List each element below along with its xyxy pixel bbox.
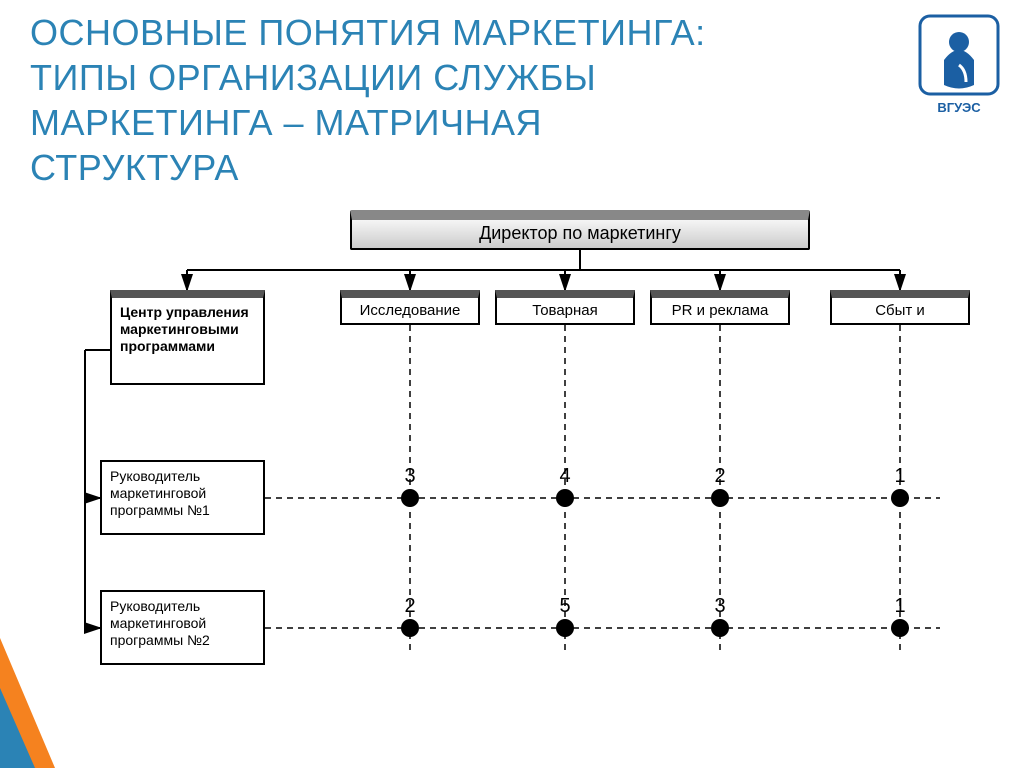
func-box-research: Исследование [340,290,480,325]
title-line-3: МАРКЕТИНГА – МАТРИЧНАЯ [30,102,542,143]
matrix-value: 3 [404,465,415,488]
matrix-value: 5 [559,595,570,618]
matrix-value: 1 [894,465,905,488]
title-line-2: ТИПЫ ОРГАНИЗАЦИИ СЛУЖБЫ [30,57,596,98]
logo-text: ВГУЭС [937,100,981,115]
matrix-value: 2 [714,465,725,488]
matrix-value: 3 [714,595,725,618]
func-box-pr: PR и реклама [650,290,790,325]
matrix-value: 4 [559,465,570,488]
func-box-sales: Сбыт и [830,290,970,325]
center-management-box: Центр управления маркетинговыми программ… [110,290,265,385]
slide-title: ОСНОВНЫЕ ПОНЯТИЯ МАРКЕТИНГА: ТИПЫ ОРГАНИ… [30,10,850,190]
title-line-4: СТРУКТУРА [30,147,239,188]
matrix-value: 1 [894,595,905,618]
func-label-1: Исследование [360,302,461,320]
func-label-4: Сбыт и [875,302,925,320]
corner-decoration [0,608,160,768]
program-label-1: Руководитель маркетинговой программы №1 [110,468,255,518]
matrix-node [556,489,574,507]
matrix-node [556,619,574,637]
matrix-value: 2 [404,595,415,618]
matrix-node [891,619,909,637]
director-box: Директор по маркетингу [350,210,810,250]
func-label-3: PR и реклама [672,302,769,320]
matrix-node [711,619,729,637]
title-line-1: ОСНОВНЫЕ ПОНЯТИЯ МАРКЕТИНГА: [30,12,706,53]
university-logo: ВГУЭС [914,10,1004,120]
matrix-node [401,489,419,507]
center-label: Центр управления маркетинговыми программ… [120,304,255,354]
org-diagram: Директор по маркетингу Центр управления … [70,210,990,710]
matrix-node [711,489,729,507]
matrix-node [891,489,909,507]
program-box-1: Руководитель маркетинговой программы №1 [100,460,265,535]
director-label: Директор по маркетингу [479,223,681,245]
matrix-node [401,619,419,637]
func-box-product: Товарная [495,290,635,325]
func-label-2: Товарная [532,302,598,320]
